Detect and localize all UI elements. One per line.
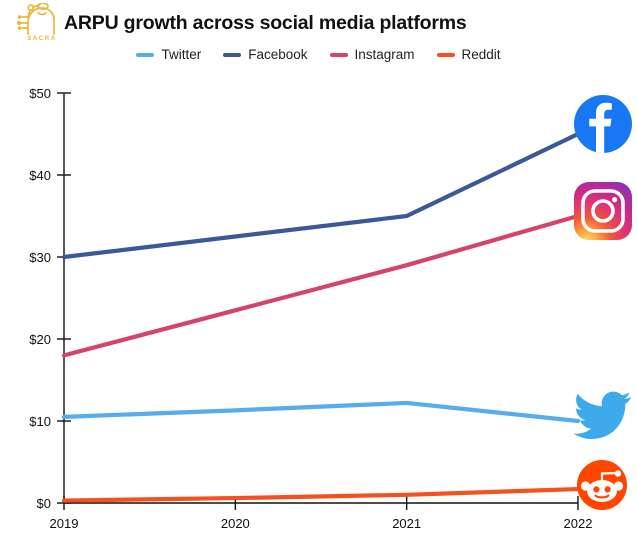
- legend-label: Twitter: [161, 47, 202, 62]
- instagram-logo-icon: [574, 182, 632, 240]
- y-axis-ticks: $0 $10 $20 $30 $40 $50: [29, 86, 71, 511]
- sacra-head-logo-icon: SACRA: [8, 2, 60, 45]
- series-line-facebook: [61, 131, 581, 260]
- legend-swatch-icon: [223, 52, 242, 57]
- legend-swatch-icon: [329, 52, 348, 57]
- x-axis-tick-label: 2019: [50, 516, 79, 531]
- chart-header: SACRA ARPU growth across social media pl…: [0, 0, 637, 44]
- series-lines: [61, 131, 581, 503]
- facebook-logo-icon: [574, 95, 632, 153]
- y-axis-tick-label: $10: [29, 414, 51, 429]
- legend-label: Reddit: [461, 47, 501, 62]
- legend-label: Instagram: [354, 47, 415, 62]
- legend-item-facebook[interactable]: Facebook: [223, 47, 308, 62]
- legend-label: Facebook: [248, 47, 308, 62]
- legend-item-reddit[interactable]: Reddit: [436, 47, 501, 62]
- x-axis-tick-label: 2021: [392, 516, 421, 531]
- x-axis-ticks: 2019 2020 2021 2022: [50, 496, 593, 531]
- legend-swatch-icon: [436, 52, 455, 57]
- twitter-logo-icon: [573, 391, 632, 441]
- legend-item-instagram[interactable]: Instagram: [329, 47, 415, 62]
- reddit-logo-icon: [577, 460, 627, 510]
- y-axis-tick-label: $20: [29, 332, 51, 347]
- y-axis-tick-label: $50: [29, 86, 51, 101]
- series-line-instagram: [61, 213, 581, 358]
- legend-swatch-icon: [136, 52, 155, 57]
- x-axis-tick-label: 2022: [564, 516, 593, 531]
- series-line-reddit: [61, 486, 581, 503]
- x-axis-tick-label: 2020: [221, 516, 250, 531]
- page-title: ARPU growth across social media platform…: [64, 12, 467, 34]
- chart-legend: Twitter Facebook Instagram Reddit: [0, 47, 637, 62]
- sacra-wordmark: SACRA: [27, 36, 57, 42]
- y-axis-tick-label: $30: [29, 250, 51, 265]
- y-axis-tick-label: $0: [37, 496, 51, 511]
- y-axis-tick-label: $40: [29, 168, 51, 183]
- legend-item-twitter[interactable]: Twitter: [136, 47, 201, 62]
- series-line-twitter: [61, 400, 581, 424]
